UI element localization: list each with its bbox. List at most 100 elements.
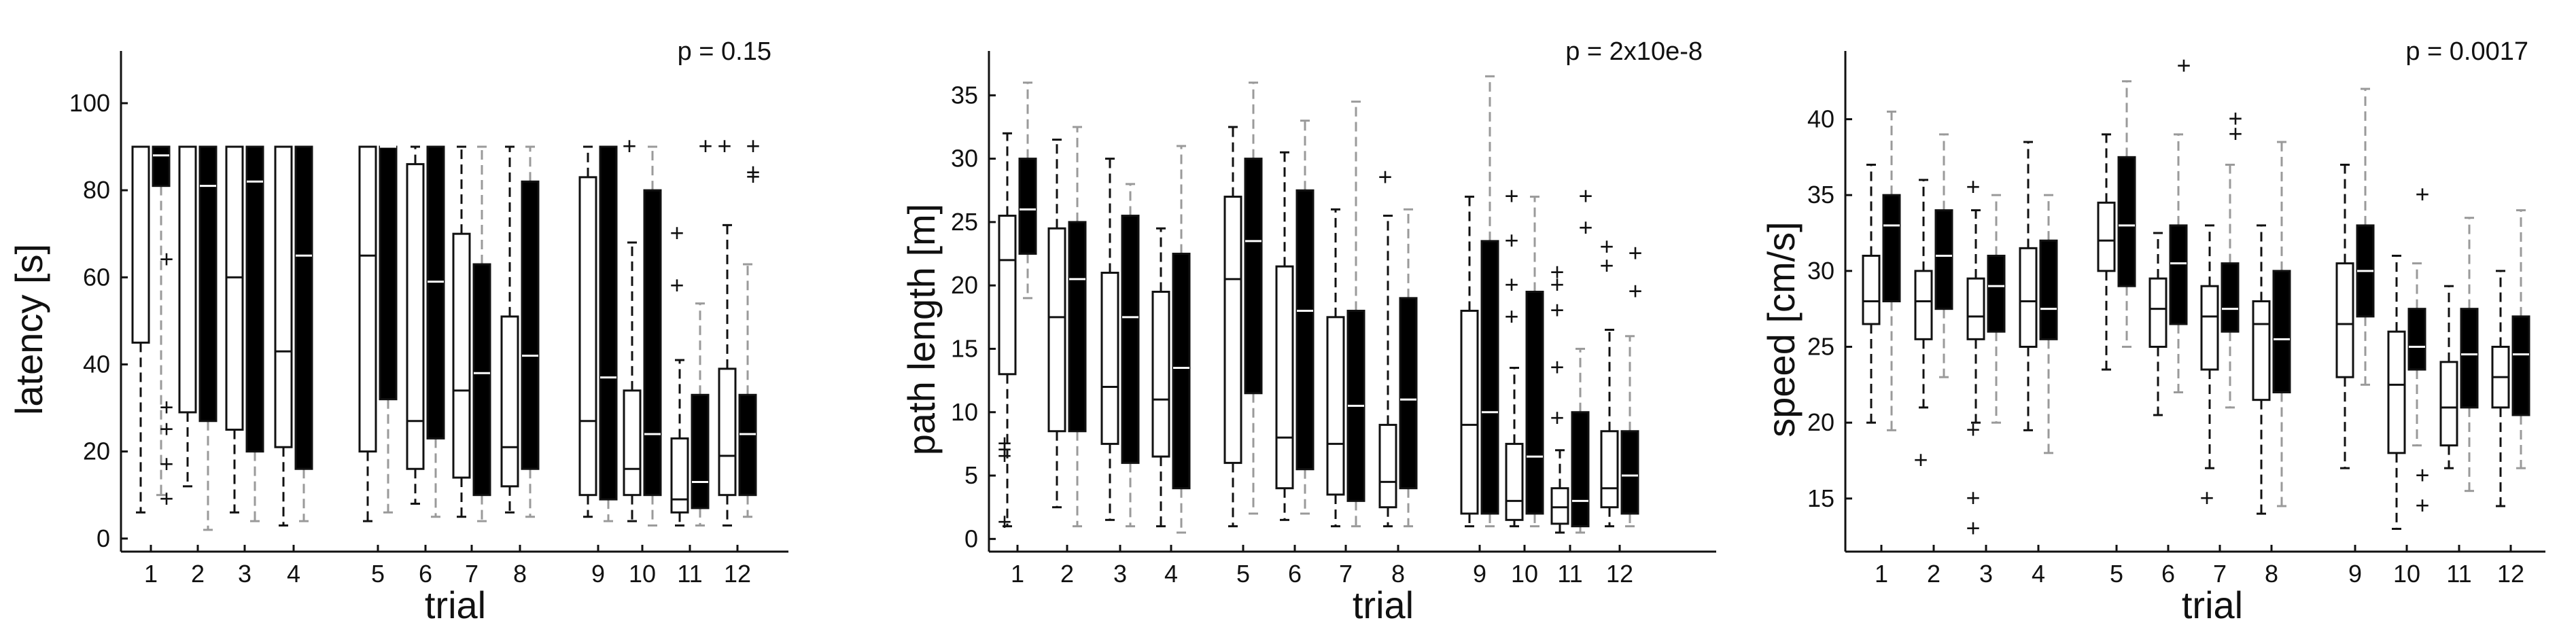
right-box bbox=[2407, 308, 2426, 371]
left-box bbox=[406, 163, 425, 470]
y-tick-label: 10 bbox=[951, 398, 978, 426]
x-axis-label: trial bbox=[1353, 584, 1414, 626]
right-outlier-marker: + bbox=[159, 245, 173, 273]
x-tick-label: 12 bbox=[1606, 560, 1633, 588]
right-box bbox=[152, 145, 171, 187]
y-tick-label: 25 bbox=[1807, 333, 1834, 361]
x-tick-label: 9 bbox=[2348, 560, 2362, 588]
x-axis-label: trial bbox=[425, 584, 486, 626]
right-outlier-marker: + bbox=[746, 158, 760, 185]
right-box bbox=[245, 145, 264, 453]
y-tick-label: 40 bbox=[1807, 105, 1834, 133]
left-outlier-marker: + bbox=[1550, 296, 1564, 323]
left-outlier-marker: + bbox=[997, 435, 1011, 463]
x-tick-label: 2 bbox=[1060, 560, 1074, 588]
left-box bbox=[131, 145, 150, 344]
right-box bbox=[2511, 315, 2530, 416]
x-tick-label: 1 bbox=[1875, 560, 1888, 588]
x-tick-label: 4 bbox=[2032, 560, 2045, 588]
left-box bbox=[2387, 330, 2406, 454]
left-outlier-marker: + bbox=[2199, 484, 2214, 512]
left-box bbox=[452, 232, 471, 479]
x-tick-label: 1 bbox=[1011, 560, 1024, 588]
right-box bbox=[1934, 209, 1953, 310]
path-length-panel: p = 2x10e-8 path length [m] trial 051015… bbox=[900, 37, 1716, 626]
right-box bbox=[2272, 270, 2291, 394]
left-outlier-marker: + bbox=[717, 132, 731, 160]
speed-panel: p = 0.0017 speed [cm/s] trial 1520253035… bbox=[1760, 37, 2545, 626]
right-outlier-marker: + bbox=[746, 162, 760, 190]
y-tick-label: 30 bbox=[1807, 257, 1834, 285]
left-box bbox=[1460, 309, 1479, 515]
left-box bbox=[500, 315, 519, 488]
left-box bbox=[1047, 227, 1066, 433]
right-box bbox=[379, 145, 398, 401]
right-outlier-marker: + bbox=[698, 132, 712, 160]
right-outlier-marker: + bbox=[2176, 51, 2191, 79]
right-box bbox=[1525, 291, 1544, 515]
left-outlier-marker: + bbox=[1504, 302, 1518, 330]
x-tick-label: 2 bbox=[191, 560, 205, 588]
y-tick-label: 15 bbox=[951, 334, 978, 362]
right-box bbox=[1571, 411, 1590, 528]
left-outlier-marker: + bbox=[1504, 226, 1518, 254]
right-box bbox=[198, 145, 217, 423]
right-outlier-marker: + bbox=[1578, 213, 1592, 241]
right-box bbox=[1172, 253, 1191, 490]
left-box bbox=[225, 145, 244, 431]
left-outlier-marker: + bbox=[1504, 182, 1518, 210]
right-outlier-marker: + bbox=[2228, 120, 2242, 147]
x-tick-label: 10 bbox=[629, 560, 656, 588]
left-outlier-marker: + bbox=[622, 132, 636, 160]
y-axis-label: speed [cm/s] bbox=[1760, 221, 1803, 437]
right-box bbox=[1882, 194, 1901, 302]
x-tick-label: 10 bbox=[1511, 560, 1538, 588]
right-box bbox=[1620, 430, 1639, 515]
left-box bbox=[1326, 316, 1345, 496]
left-outlier-marker: + bbox=[1599, 251, 1614, 279]
y-tick-label: 25 bbox=[951, 208, 978, 236]
right-box bbox=[1295, 189, 1315, 471]
x-tick-label: 5 bbox=[371, 560, 385, 588]
left-outlier-marker: + bbox=[1966, 173, 1980, 200]
left-box bbox=[2148, 277, 2168, 348]
left-box bbox=[2439, 361, 2458, 447]
left-box bbox=[1966, 277, 1985, 340]
left-outlier-marker: + bbox=[1378, 163, 1392, 191]
right-box bbox=[472, 263, 491, 497]
x-tick-label: 6 bbox=[1288, 560, 1302, 588]
x-tick-label: 2 bbox=[1927, 560, 1940, 588]
y-tick-label: 30 bbox=[951, 145, 978, 173]
left-outlier-marker: + bbox=[997, 442, 1011, 469]
left-outlier-marker: + bbox=[997, 507, 1011, 535]
y-tick-label: 20 bbox=[83, 437, 110, 465]
left-box bbox=[1600, 430, 1619, 509]
right-box bbox=[643, 189, 662, 497]
y-tick-label: 60 bbox=[83, 263, 110, 291]
y-tick-label: 35 bbox=[1807, 181, 1834, 209]
right-outlier-marker: + bbox=[2415, 180, 2429, 208]
left-outlier-marker: + bbox=[1550, 270, 1564, 298]
left-box bbox=[623, 389, 642, 497]
left-box bbox=[1378, 423, 1397, 509]
right-box bbox=[1068, 221, 1087, 433]
right-box bbox=[294, 145, 313, 470]
right-box bbox=[738, 393, 757, 497]
x-tick-label: 7 bbox=[1339, 560, 1353, 588]
left-outlier-marker: + bbox=[997, 429, 1011, 457]
left-outlier-marker: + bbox=[669, 271, 684, 299]
left-box bbox=[358, 145, 377, 453]
y-tick-label: 35 bbox=[951, 81, 978, 109]
y-tick-label: 0 bbox=[97, 524, 110, 552]
x-tick-label: 10 bbox=[2393, 560, 2420, 588]
x-tick-label: 6 bbox=[2161, 560, 2175, 588]
x-tick-label: 1 bbox=[144, 560, 158, 588]
x-tick-label: 7 bbox=[2213, 560, 2227, 588]
left-box bbox=[1505, 442, 1524, 521]
left-outlier-marker: + bbox=[1550, 404, 1564, 431]
right-box bbox=[1987, 255, 2006, 333]
x-tick-label: 3 bbox=[1113, 560, 1127, 588]
right-outlier-marker: + bbox=[1628, 239, 1642, 267]
y-tick-label: 20 bbox=[951, 271, 978, 299]
